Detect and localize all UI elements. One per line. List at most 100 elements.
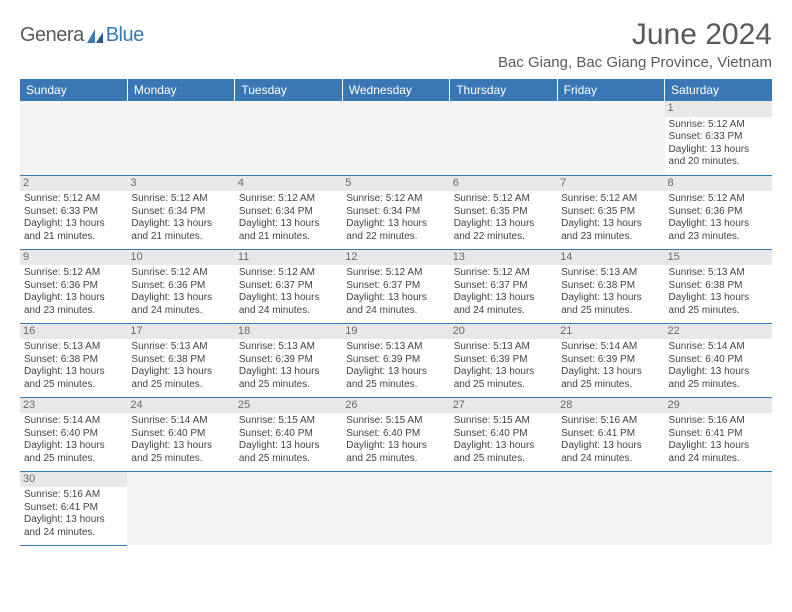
day-number: 13 — [450, 250, 557, 266]
sunset-text: Sunset: 6:38 PM — [669, 280, 768, 293]
sunset-text: Sunset: 6:36 PM — [131, 280, 230, 293]
sunrise-text: Sunrise: 5:12 AM — [239, 193, 338, 206]
sunrise-text: Sunrise: 5:16 AM — [669, 415, 768, 428]
calendar-cell: 7Sunrise: 5:12 AMSunset: 6:35 PMDaylight… — [557, 175, 664, 249]
sunset-text: Sunset: 6:40 PM — [454, 428, 553, 441]
daylight-text: Daylight: 13 hours and 23 minutes. — [669, 218, 768, 243]
sunrise-text: Sunrise: 5:12 AM — [131, 193, 230, 206]
sunrise-text: Sunrise: 5:14 AM — [669, 341, 768, 354]
sunrise-text: Sunrise: 5:13 AM — [131, 341, 230, 354]
day-number: 8 — [665, 176, 772, 192]
calendar-cell: 5Sunrise: 5:12 AMSunset: 6:34 PMDaylight… — [342, 175, 449, 249]
calendar-cell — [127, 471, 234, 545]
calendar-cell: 19Sunrise: 5:13 AMSunset: 6:39 PMDayligh… — [342, 323, 449, 397]
calendar-cell: 18Sunrise: 5:13 AMSunset: 6:39 PMDayligh… — [235, 323, 342, 397]
calendar-table: SundayMondayTuesdayWednesdayThursdayFrid… — [20, 79, 772, 546]
sunset-text: Sunset: 6:40 PM — [669, 354, 768, 367]
day-number: 15 — [665, 250, 772, 266]
calendar-cell: 8Sunrise: 5:12 AMSunset: 6:36 PMDaylight… — [665, 175, 772, 249]
sunset-text: Sunset: 6:35 PM — [454, 206, 553, 219]
calendar-cell: 28Sunrise: 5:16 AMSunset: 6:41 PMDayligh… — [557, 397, 664, 471]
sunset-text: Sunset: 6:38 PM — [24, 354, 123, 367]
day-number: 10 — [127, 250, 234, 266]
day-number: 1 — [665, 101, 772, 117]
calendar-cell — [342, 471, 449, 545]
sunrise-text: Sunrise: 5:12 AM — [239, 267, 338, 280]
calendar-cell: 26Sunrise: 5:15 AMSunset: 6:40 PMDayligh… — [342, 397, 449, 471]
sunrise-text: Sunrise: 5:12 AM — [561, 193, 660, 206]
sunset-text: Sunset: 6:39 PM — [561, 354, 660, 367]
sunrise-text: Sunrise: 5:12 AM — [131, 267, 230, 280]
location: Bac Giang, Bac Giang Province, Vietnam — [498, 54, 772, 71]
daylight-text: Daylight: 13 hours and 24 minutes. — [561, 440, 660, 465]
weekday-header: Saturday — [665, 79, 772, 101]
calendar-cell: 25Sunrise: 5:15 AMSunset: 6:40 PMDayligh… — [235, 397, 342, 471]
sunset-text: Sunset: 6:34 PM — [239, 206, 338, 219]
sunrise-text: Sunrise: 5:15 AM — [346, 415, 445, 428]
day-number: 29 — [665, 398, 772, 414]
calendar-cell — [20, 101, 127, 175]
sunrise-text: Sunrise: 5:15 AM — [239, 415, 338, 428]
sunrise-text: Sunrise: 5:13 AM — [346, 341, 445, 354]
daylight-text: Daylight: 13 hours and 25 minutes. — [669, 366, 768, 391]
calendar-cell: 3Sunrise: 5:12 AMSunset: 6:34 PMDaylight… — [127, 175, 234, 249]
daylight-text: Daylight: 13 hours and 25 minutes. — [561, 366, 660, 391]
sunrise-text: Sunrise: 5:12 AM — [669, 193, 768, 206]
sunset-text: Sunset: 6:38 PM — [131, 354, 230, 367]
calendar-cell — [557, 101, 664, 175]
sunrise-text: Sunrise: 5:13 AM — [561, 267, 660, 280]
sunrise-text: Sunrise: 5:13 AM — [669, 267, 768, 280]
daylight-text: Daylight: 13 hours and 24 minutes. — [454, 292, 553, 317]
day-number: 23 — [20, 398, 127, 414]
day-number: 17 — [127, 324, 234, 340]
daylight-text: Daylight: 13 hours and 25 minutes. — [24, 366, 123, 391]
sunrise-text: Sunrise: 5:12 AM — [24, 267, 123, 280]
day-number: 20 — [450, 324, 557, 340]
sail-icon — [87, 29, 103, 43]
calendar-cell: 30Sunrise: 5:16 AMSunset: 6:41 PMDayligh… — [20, 471, 127, 545]
day-number: 6 — [450, 176, 557, 192]
logo: Genera Blue — [20, 24, 144, 47]
daylight-text: Daylight: 13 hours and 24 minutes. — [131, 292, 230, 317]
sunrise-text: Sunrise: 5:12 AM — [346, 267, 445, 280]
calendar-cell: 14Sunrise: 5:13 AMSunset: 6:38 PMDayligh… — [557, 249, 664, 323]
month-title: June 2024 — [498, 18, 772, 52]
calendar-cell: 16Sunrise: 5:13 AMSunset: 6:38 PMDayligh… — [20, 323, 127, 397]
sunset-text: Sunset: 6:39 PM — [239, 354, 338, 367]
sunset-text: Sunset: 6:41 PM — [561, 428, 660, 441]
sunset-text: Sunset: 6:40 PM — [239, 428, 338, 441]
sunset-text: Sunset: 6:40 PM — [131, 428, 230, 441]
calendar-cell — [665, 471, 772, 545]
weekday-header: Friday — [557, 79, 664, 101]
day-number: 11 — [235, 250, 342, 266]
day-number: 28 — [557, 398, 664, 414]
daylight-text: Daylight: 13 hours and 25 minutes. — [239, 440, 338, 465]
sunset-text: Sunset: 6:36 PM — [669, 206, 768, 219]
sunset-text: Sunset: 6:40 PM — [346, 428, 445, 441]
sunset-text: Sunset: 6:39 PM — [454, 354, 553, 367]
day-number: 14 — [557, 250, 664, 266]
sunrise-text: Sunrise: 5:14 AM — [24, 415, 123, 428]
logo-text-blue: Blue — [106, 24, 144, 47]
sunrise-text: Sunrise: 5:15 AM — [454, 415, 553, 428]
calendar-cell: 6Sunrise: 5:12 AMSunset: 6:35 PMDaylight… — [450, 175, 557, 249]
calendar-cell: 12Sunrise: 5:12 AMSunset: 6:37 PMDayligh… — [342, 249, 449, 323]
daylight-text: Daylight: 13 hours and 25 minutes. — [669, 292, 768, 317]
calendar-cell: 1Sunrise: 5:12 AMSunset: 6:33 PMDaylight… — [665, 101, 772, 175]
calendar-cell — [127, 101, 234, 175]
daylight-text: Daylight: 13 hours and 25 minutes. — [454, 366, 553, 391]
daylight-text: Daylight: 13 hours and 21 minutes. — [239, 218, 338, 243]
daylight-text: Daylight: 13 hours and 22 minutes. — [346, 218, 445, 243]
sunrise-text: Sunrise: 5:12 AM — [454, 267, 553, 280]
daylight-text: Daylight: 13 hours and 25 minutes. — [239, 366, 338, 391]
day-number: 21 — [557, 324, 664, 340]
sunrise-text: Sunrise: 5:13 AM — [454, 341, 553, 354]
day-number: 4 — [235, 176, 342, 192]
logo-text-general: Genera — [20, 24, 84, 47]
daylight-text: Daylight: 13 hours and 24 minutes. — [346, 292, 445, 317]
calendar-cell: 15Sunrise: 5:13 AMSunset: 6:38 PMDayligh… — [665, 249, 772, 323]
daylight-text: Daylight: 13 hours and 22 minutes. — [454, 218, 553, 243]
day-number: 9 — [20, 250, 127, 266]
sunrise-text: Sunrise: 5:16 AM — [561, 415, 660, 428]
day-number: 2 — [20, 176, 127, 192]
